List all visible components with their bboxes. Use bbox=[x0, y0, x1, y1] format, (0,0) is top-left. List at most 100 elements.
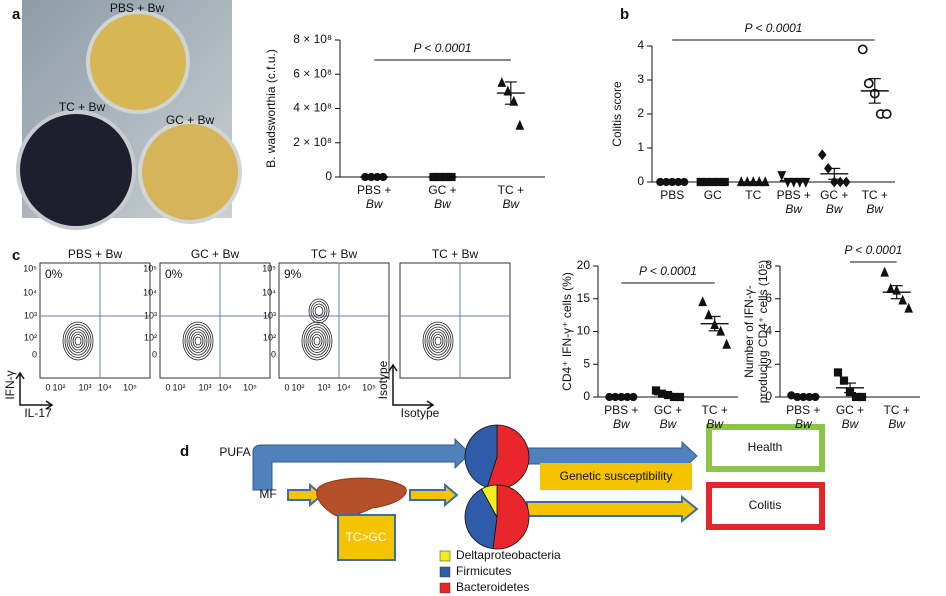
outcome-box bbox=[706, 482, 825, 530]
flow-plot-frame bbox=[159, 262, 271, 379]
contour bbox=[74, 336, 82, 346]
y-axis-label: B. wadsworthia (c.f.u.) bbox=[264, 49, 278, 168]
arrow bbox=[526, 494, 699, 524]
flow-y-tick-label: 0 bbox=[32, 349, 37, 359]
flow-x-tick-label: 10² bbox=[52, 382, 65, 392]
contour bbox=[424, 324, 452, 358]
flow-x-tick-label: 10³ bbox=[78, 382, 91, 392]
significance-label: P < 0.0001 bbox=[639, 264, 697, 278]
arrow-head bbox=[388, 363, 435, 410]
contour bbox=[309, 331, 325, 351]
point bbox=[881, 109, 892, 119]
y-tick-label: 0 bbox=[583, 389, 590, 403]
significance-label: P < 0.0001 bbox=[844, 243, 902, 257]
contour bbox=[430, 331, 446, 351]
flow-x-tick-label: 10⁵ bbox=[362, 382, 376, 392]
legend-swatch bbox=[439, 582, 451, 594]
flow-y-tick-label: 10⁵ bbox=[143, 263, 157, 273]
legend-label: Deltaproteobacteria bbox=[456, 548, 561, 562]
flow-x-tick-label: 10³ bbox=[198, 382, 211, 392]
contour bbox=[303, 324, 331, 358]
modifier-label: Genetic susceptibility bbox=[560, 469, 673, 483]
flow-y-tick-label: 0 bbox=[271, 349, 276, 359]
outcome-label: Colitis bbox=[749, 498, 782, 512]
x-tick-label: GC + bbox=[836, 403, 864, 417]
contour bbox=[307, 329, 327, 353]
point bbox=[698, 296, 708, 307]
contour bbox=[434, 336, 442, 346]
y-tick-label: 2 bbox=[765, 356, 772, 370]
x-tick-label: Bw bbox=[706, 417, 724, 431]
photo-label: TC + Bw bbox=[59, 100, 106, 114]
arrow bbox=[287, 482, 324, 508]
contour bbox=[182, 321, 214, 361]
contour bbox=[314, 306, 324, 316]
flow-x-tick-label: 10⁵ bbox=[243, 382, 257, 392]
flow-x-tick-label: 10⁴ bbox=[218, 382, 232, 392]
pie-slice bbox=[481, 484, 498, 518]
y-tick-label: 10 bbox=[577, 324, 591, 338]
contour bbox=[68, 329, 88, 353]
x-tick-label: TC + bbox=[701, 403, 727, 417]
x-tick-label: Bw bbox=[434, 197, 452, 211]
x-tick-label: PBS + bbox=[786, 403, 820, 417]
contour bbox=[72, 334, 84, 348]
axis-title: Isotype bbox=[376, 360, 390, 399]
x-tick-label: Bw bbox=[613, 417, 631, 431]
y-tick-label: 3 bbox=[637, 72, 644, 86]
point bbox=[515, 119, 525, 130]
y-tick-label: 4 bbox=[765, 324, 772, 338]
flow-x-tick-label: 10⁴ bbox=[337, 382, 351, 392]
y-tick-label: 0 bbox=[765, 389, 772, 403]
flow-x-tick-label: 10³ bbox=[317, 382, 330, 392]
modifier-box bbox=[540, 463, 692, 490]
panel-letter: c bbox=[12, 247, 20, 264]
point bbox=[509, 95, 519, 106]
significance-label: P < 0.0001 bbox=[745, 21, 803, 35]
y-tick-label: 0 bbox=[325, 169, 332, 183]
contour bbox=[310, 301, 328, 321]
flow-x-tick-label: 10² bbox=[172, 382, 185, 392]
outcome-label: Health bbox=[748, 440, 783, 454]
organ-box bbox=[337, 514, 396, 561]
point bbox=[818, 149, 827, 161]
x-tick-label: TC bbox=[745, 188, 761, 202]
x-tick-label: Bw bbox=[366, 197, 384, 211]
contour bbox=[422, 321, 454, 361]
gate-percentage: 0% bbox=[45, 267, 63, 281]
contour bbox=[313, 336, 321, 346]
axis-title: IL-17 bbox=[24, 406, 52, 420]
x-tick-label: GC + bbox=[654, 403, 682, 417]
contour bbox=[432, 334, 444, 348]
outcome-box bbox=[706, 424, 825, 472]
x-tick-label: Bw bbox=[842, 417, 860, 431]
y-tick-label: 0 bbox=[637, 174, 644, 188]
x-tick-label: PBS + bbox=[777, 188, 811, 202]
contour bbox=[184, 324, 212, 358]
flow-y-tick-label: 10⁴ bbox=[23, 287, 37, 297]
y-tick-label: 5 bbox=[583, 356, 590, 370]
pie-slice bbox=[464, 488, 498, 550]
y-tick-label: 8 bbox=[765, 258, 772, 272]
flow-plot-title: PBS + Bw bbox=[68, 247, 123, 261]
input-label: MF bbox=[259, 487, 276, 501]
contour bbox=[428, 329, 448, 353]
point bbox=[880, 266, 890, 277]
flow-y-tick-label: 10² bbox=[24, 332, 37, 342]
flow-y-tick-label: 10⁴ bbox=[262, 287, 276, 297]
pie-slice bbox=[492, 484, 530, 550]
flow-y-tick-label: 10⁵ bbox=[262, 263, 276, 273]
organ-label: TC>GC bbox=[345, 530, 386, 544]
y-tick-label: 2 bbox=[637, 106, 644, 120]
legend-label: Firmicutes bbox=[456, 564, 511, 578]
flow-plot-title: GC + Bw bbox=[191, 247, 240, 261]
flow-plot-frame bbox=[278, 262, 390, 379]
flow-x-tick-label: 10⁵ bbox=[123, 382, 137, 392]
gate-percentage: 9% bbox=[284, 267, 302, 281]
contour bbox=[66, 326, 90, 356]
flow-plot-title: TC + Bw bbox=[311, 247, 358, 261]
flow-y-tick-label: 10⁵ bbox=[23, 263, 37, 273]
flow-x-tick-label: 10⁴ bbox=[98, 382, 112, 392]
x-tick-label: GC + bbox=[428, 183, 456, 197]
x-tick-label: Bw bbox=[785, 202, 803, 216]
